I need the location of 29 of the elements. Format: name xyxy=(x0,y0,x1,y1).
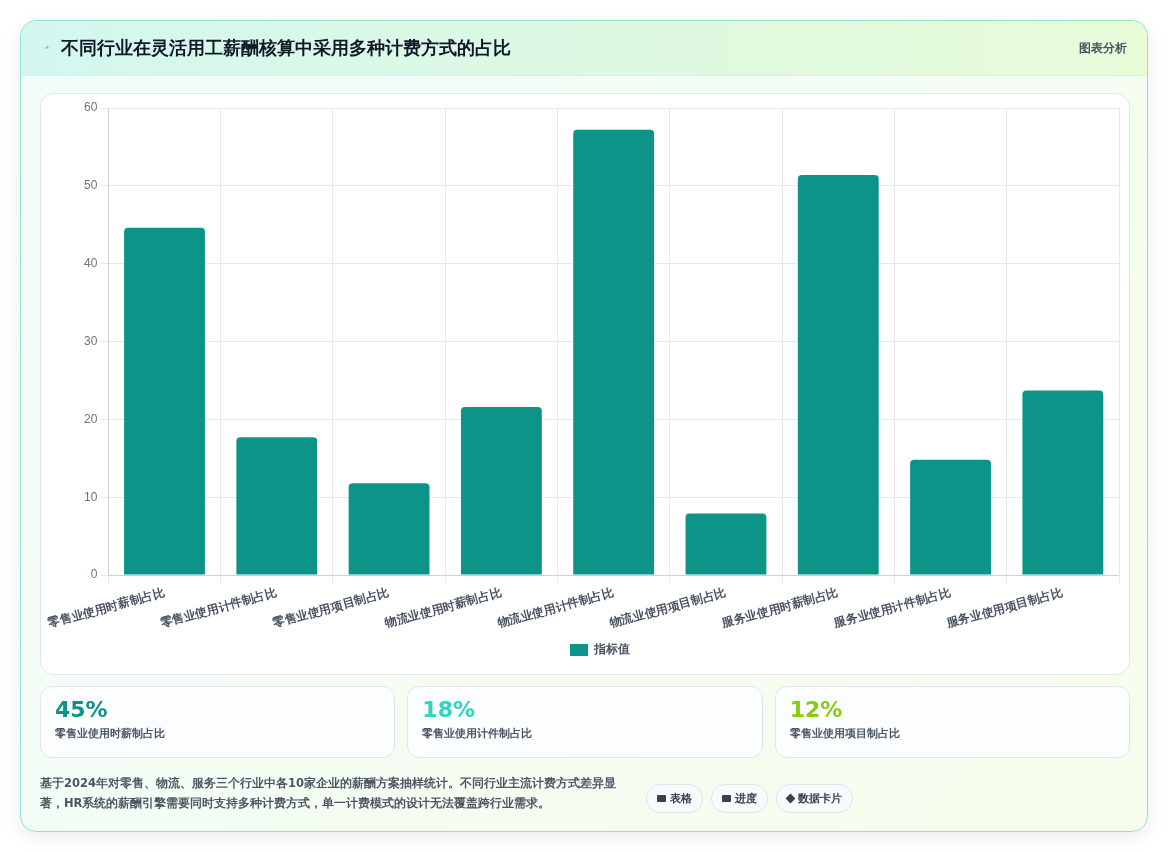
y-tick-label: 10 xyxy=(83,489,98,504)
text: 12% xyxy=(789,697,844,722)
bar xyxy=(460,406,542,575)
text: 表格 xyxy=(646,784,703,813)
bar xyxy=(348,483,430,575)
text: 零售业使用计件制占比 xyxy=(422,726,534,741)
y-tick-label: 40 xyxy=(83,255,98,270)
text: 基于2024年对零售、物流、服务三个行业中各10家企业的薪酬方案抽样统计。不同行业主流计费方式差异显著，HR系统的薪酬引擎需要同时支持多种计费方式，单一计费模式的设计无法覆盖跨行业需求。 xyxy=(40,775,617,812)
bar xyxy=(910,459,991,575)
y-tick-label: 50 xyxy=(83,178,98,193)
text: 18% xyxy=(422,697,476,722)
chart-title: 不同行业在灵活用工薪酬核算中采用多种计费方式的占比 xyxy=(61,36,511,60)
y-tick-label: 30 xyxy=(83,333,98,348)
text: 45% xyxy=(55,697,109,722)
y-tick-label: 20 xyxy=(83,411,98,426)
legend-label: 指标值 xyxy=(593,642,630,657)
y-tick-label: 60 xyxy=(83,100,98,115)
text: 数据卡片 xyxy=(776,784,853,813)
text: 零售业使用项目制占比 xyxy=(789,726,901,741)
y-tick-label: 0 xyxy=(90,567,98,582)
bar xyxy=(124,227,205,575)
bar xyxy=(573,129,655,575)
text: 零售业使用时薪制占比 xyxy=(55,726,166,741)
text: 图表分析 xyxy=(1079,39,1127,57)
bar xyxy=(685,513,767,575)
bar xyxy=(236,437,318,575)
bar xyxy=(1022,390,1104,575)
bar xyxy=(797,174,879,575)
text: 进度 xyxy=(711,784,768,813)
